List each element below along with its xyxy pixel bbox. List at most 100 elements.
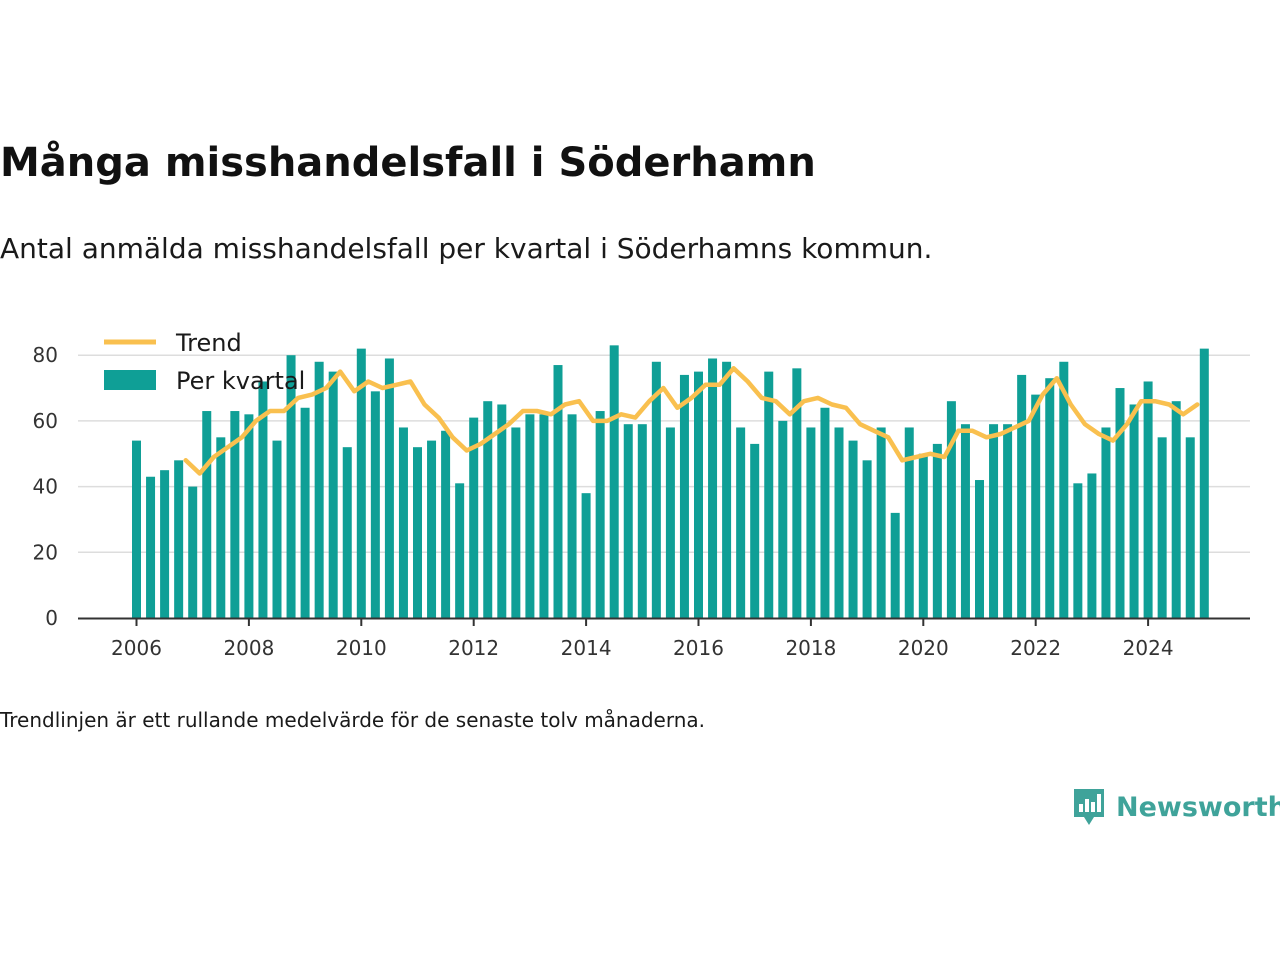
legend-label-trend: Trend (175, 329, 242, 357)
bar-2023-q3[interactable] (1115, 388, 1125, 618)
bar-2014-q1[interactable] (581, 493, 591, 618)
bar-2020-q2[interactable] (932, 443, 942, 618)
bar-2013-q3[interactable] (553, 365, 563, 618)
bar-2011-q2[interactable] (427, 440, 437, 618)
bar-2024-q4[interactable] (1185, 437, 1195, 618)
bar-2012-q1[interactable] (469, 417, 479, 618)
bar-2006-q4[interactable] (174, 460, 184, 618)
bar-2017-q4[interactable] (792, 368, 802, 618)
bar-2019-q1[interactable] (862, 460, 872, 618)
bar-2022-q2[interactable] (1045, 378, 1055, 618)
bar-2016-q1[interactable] (694, 371, 703, 618)
bar-2014-q3[interactable] (609, 345, 619, 618)
bar-2023-q4[interactable] (1129, 404, 1139, 618)
bar-2017-q3[interactable] (778, 420, 788, 618)
legend-label-per-kvartal: Per kvartal (176, 367, 305, 395)
bar-2024-q2[interactable] (1157, 437, 1167, 618)
bar-2018-q4[interactable] (848, 440, 858, 618)
legend-swatch-per-kvartal (104, 370, 156, 390)
bar-2022-q1[interactable] (1031, 394, 1041, 618)
bar-2006-q3[interactable] (160, 470, 170, 618)
bar-2016-q2[interactable] (708, 358, 718, 618)
bar-2008-q3[interactable] (272, 440, 282, 618)
bar-2024-q1[interactable] (1143, 381, 1153, 618)
bar-2021-q2[interactable] (989, 424, 999, 618)
bar-2024-q3[interactable] (1171, 401, 1181, 618)
bar-2009-q2[interactable] (314, 361, 324, 618)
bar-2008-q1[interactable] (244, 414, 254, 618)
bar-2013-q2[interactable] (539, 414, 549, 618)
bar-2007-q2[interactable] (202, 411, 212, 618)
bar-2008-q2[interactable] (258, 381, 268, 618)
bar-2011-q3[interactable] (441, 430, 451, 618)
bar-2014-q4[interactable] (623, 424, 633, 618)
bar-2013-q4[interactable] (567, 414, 577, 618)
bar-2015-q1[interactable] (637, 424, 647, 618)
bar-2023-q2[interactable] (1101, 427, 1111, 618)
bar-2009-q4[interactable] (342, 447, 352, 618)
chart-subtitle: Antal anmälda misshandelsfall per kvarta… (0, 232, 933, 265)
x-tick-label-2014: 2014 (561, 636, 612, 660)
bar-2016-q4[interactable] (736, 427, 746, 618)
bar-2016-q3[interactable] (722, 361, 732, 618)
x-tick-label-2016: 2016 (673, 636, 724, 660)
bar-2012-q2[interactable] (483, 401, 493, 618)
bar-2020-q4[interactable] (960, 424, 970, 618)
newsworthy-logo-icon (1074, 789, 1104, 825)
bar-2007-q1[interactable] (188, 486, 198, 618)
bar-2010-q4[interactable] (398, 427, 408, 618)
bar-2019-q3[interactable] (890, 512, 900, 618)
x-tick-label-2022: 2022 (1010, 636, 1061, 660)
x-tick-label-2018: 2018 (785, 636, 836, 660)
bar-2009-q3[interactable] (328, 371, 338, 618)
bar-2018-q3[interactable] (834, 427, 844, 618)
y-tick-label-0: 0 (45, 606, 58, 630)
bar-2021-q1[interactable] (975, 480, 984, 618)
bar-2020-q1[interactable] (918, 453, 928, 618)
y-tick-label-60: 60 (33, 409, 58, 433)
bar-2011-q4[interactable] (455, 483, 465, 618)
bar-2021-q3[interactable] (1003, 424, 1013, 618)
bar-2008-q4[interactable] (286, 355, 296, 618)
x-tick-label-2006: 2006 (111, 636, 162, 660)
bar-2014-q2[interactable] (595, 411, 605, 618)
bar-2009-q1[interactable] (300, 407, 310, 618)
bar-2015-q2[interactable] (651, 361, 661, 618)
bar-2011-q1[interactable] (413, 447, 422, 618)
bar-2007-q4[interactable] (230, 411, 240, 618)
bar-2020-q3[interactable] (946, 401, 956, 618)
bar-2017-q2[interactable] (764, 371, 774, 618)
chart-title: Många misshandelsfall i Söderhamn (0, 140, 816, 186)
bar-2010-q1[interactable] (356, 348, 366, 618)
legend: Trend Per kvartal (104, 329, 305, 395)
bar-2012-q4[interactable] (511, 427, 521, 618)
bar-2010-q2[interactable] (370, 391, 380, 618)
newsworthy-brand[interactable]: Newsworthy (1072, 786, 1280, 828)
bar-2010-q3[interactable] (384, 358, 394, 618)
bar-2015-q3[interactable] (665, 427, 675, 618)
y-tick-label-20: 20 (33, 540, 58, 564)
y-tick-label-40: 40 (33, 475, 58, 499)
bar-2013-q1[interactable] (525, 414, 535, 618)
bar-2015-q4[interactable] (679, 374, 689, 618)
line-series-trend (183, 366, 1200, 476)
bar-2018-q1[interactable] (806, 427, 816, 618)
bar-2022-q4[interactable] (1073, 483, 1083, 618)
x-tick-label-2010: 2010 (336, 636, 387, 660)
bar-2019-q4[interactable] (904, 427, 914, 618)
axes: 0 20 40 60 80 2006 2008 2010 2012 2014 2016 2018 202… (33, 343, 1250, 660)
x-tick-label-2012: 2012 (448, 636, 499, 660)
bar-2018-q2[interactable] (820, 407, 830, 618)
bar-2019-q2[interactable] (876, 427, 886, 618)
bar-2023-q1[interactable] (1087, 473, 1097, 618)
bar-2022-q3[interactable] (1059, 361, 1069, 618)
trend-line[interactable] (183, 366, 1200, 476)
bar-2006-q2[interactable] (146, 476, 156, 618)
bar-2006-q1[interactable] (132, 440, 141, 618)
y-tick-label-80: 80 (33, 343, 58, 367)
bar-2021-q4[interactable] (1017, 374, 1027, 618)
bar-2007-q3[interactable] (216, 437, 226, 618)
bar-2025-q1[interactable] (1199, 348, 1209, 618)
bar-2012-q3[interactable] (497, 404, 507, 618)
bar-2017-q1[interactable] (750, 443, 760, 618)
